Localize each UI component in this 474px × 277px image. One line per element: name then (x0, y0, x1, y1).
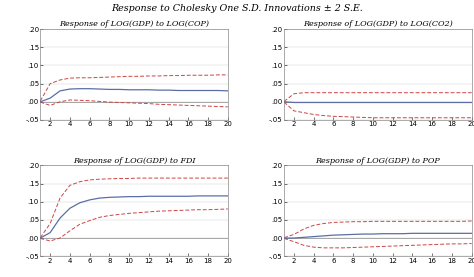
Title: Response of LOG(GDP) to LOG(COP): Response of LOG(GDP) to LOG(COP) (59, 20, 209, 28)
Title: Response of LOG(GDP) to FDI: Response of LOG(GDP) to FDI (73, 157, 195, 165)
Text: Response to Cholesky One S.D. Innovations ± 2 S.E.: Response to Cholesky One S.D. Innovation… (111, 4, 363, 13)
Title: Response of LOG(GDP) to LOG(CO2): Response of LOG(GDP) to LOG(CO2) (303, 20, 453, 28)
Title: Response of LOG(GDP) to POP: Response of LOG(GDP) to POP (316, 157, 440, 165)
